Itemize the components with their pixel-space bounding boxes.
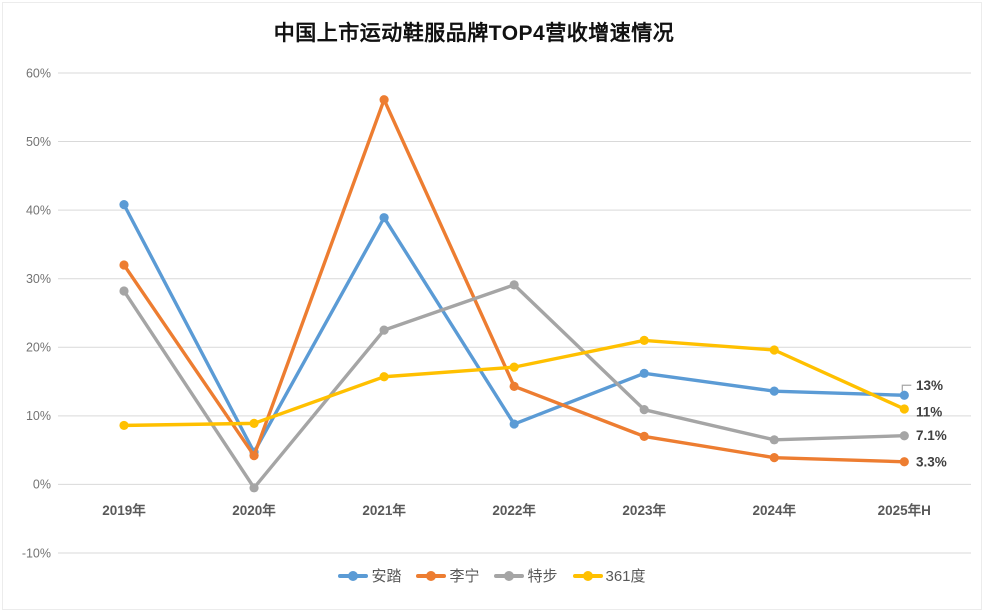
series-marker-361du — [769, 345, 779, 355]
data-label-xtep: 7.1% — [916, 428, 947, 443]
x-axis-label: 2024年 — [752, 502, 796, 518]
y-axis-tick: 10% — [26, 409, 51, 423]
legend-item-anta: 安踏 — [338, 569, 401, 584]
legend-marker-lining — [416, 570, 447, 581]
legend-label-lining: 李宁 — [449, 567, 480, 585]
legend-marker-xtep — [494, 570, 525, 581]
series-marker-xtep — [899, 431, 909, 441]
x-axis-label: 2025年H — [878, 502, 931, 518]
series-marker-xtep — [249, 483, 259, 493]
series-marker-anta — [509, 419, 519, 429]
y-axis-tick: 20% — [26, 341, 51, 355]
series-marker-lining — [509, 381, 519, 391]
legend-marker-anta — [338, 570, 369, 581]
legend-marker-361du — [572, 570, 603, 581]
y-axis-tick: 30% — [26, 272, 51, 286]
legend-item-361du: 361度 — [572, 567, 646, 585]
series-marker-lining — [899, 457, 909, 467]
x-axis-label: 2022年 — [492, 502, 536, 518]
legend-marker-dot-xtep — [504, 570, 515, 581]
series-marker-lining — [769, 453, 779, 463]
line-chart-plot-area: 60% 50% 40% 30% 20% 10% 0% -10% 2019年 2020年 2021年 2… — [22, 66, 971, 560]
series-marker-lining — [249, 451, 259, 461]
series-marker-361du — [249, 418, 259, 428]
series-marker-anta — [379, 213, 389, 223]
series-line-anta — [122, 202, 906, 454]
legend-marker-dot-361du — [582, 570, 593, 581]
x-axis-label: 2021年 — [362, 502, 406, 518]
legend-item-lining: 李宁 — [416, 569, 479, 584]
y-axis-tick: 60% — [26, 66, 51, 80]
series-marker-xtep — [379, 325, 389, 335]
y-axis-tick: 40% — [26, 203, 51, 217]
legend-item-xtep: 特步 — [494, 567, 558, 585]
series-marker-xtep — [769, 435, 779, 445]
series-marker-xtep — [639, 405, 649, 415]
series-marker-361du — [509, 362, 519, 372]
series-marker-361du — [379, 372, 389, 382]
data-label-lining: 3.3% — [916, 454, 947, 469]
series-marker-361du — [639, 335, 649, 346]
series-marker-lining — [379, 95, 389, 105]
series-marker-xtep — [119, 286, 129, 296]
legend-label-anta: 安踏 — [371, 567, 402, 585]
x-axis-label: 2019年 — [102, 502, 146, 518]
series-marker-anta — [119, 200, 129, 210]
x-axis-label: 2020年 — [232, 502, 276, 518]
y-axis-tick: 0% — [33, 478, 51, 492]
legend: 安踏 李宁 特步 361度 — [3, 563, 981, 589]
series-marker-anta — [899, 390, 909, 400]
y-axis-tick: -10% — [22, 546, 51, 560]
x-axis-label: 2023年 — [622, 502, 666, 518]
series-marker-anta — [769, 386, 779, 396]
chart-title: 中国上市运动鞋服品牌TOP4营收增速情况 — [273, 22, 675, 45]
data-label-callout-anta — [901, 384, 912, 392]
series-marker-xtep — [509, 280, 519, 290]
series-marker-361du — [899, 404, 909, 414]
series-marker-anta — [639, 368, 649, 378]
y-axis-tick: 50% — [26, 135, 51, 149]
legend-label-xtep: 特步 — [527, 567, 558, 585]
legend-label-361du: 361度 — [605, 567, 646, 585]
legend-marker-dot-anta — [348, 570, 359, 581]
data-label-361du: 11% — [916, 404, 942, 419]
series-marker-lining — [119, 260, 129, 270]
series-marker-361du — [119, 420, 129, 431]
data-label-anta: 13% — [916, 378, 943, 393]
legend-marker-dot-lining — [426, 570, 437, 581]
series-marker-lining — [639, 431, 649, 442]
